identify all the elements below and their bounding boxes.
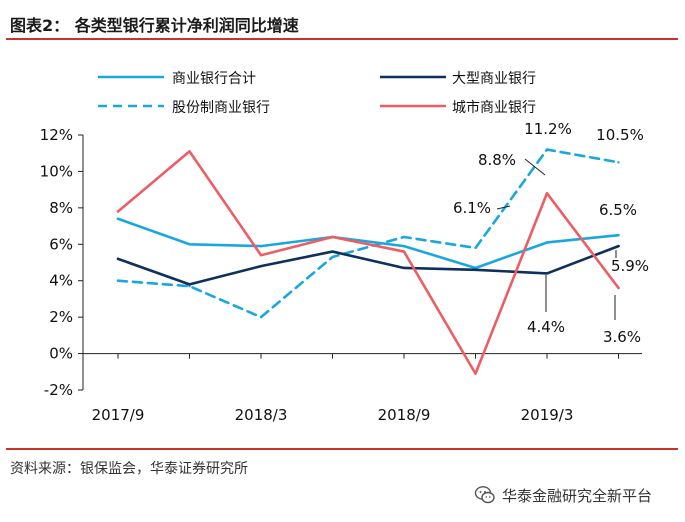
legend-label: 商业银行合计: [172, 71, 256, 87]
data-point: [545, 241, 549, 244]
data-point: [116, 257, 120, 261]
data-point: [116, 210, 120, 213]
data-point: [259, 244, 263, 248]
annotation-leader: [524, 158, 546, 176]
data-label: 8.8%: [478, 151, 516, 169]
watermark: 华泰金融研究全新平台: [474, 482, 652, 508]
legend-label: 城市商业银行: [452, 99, 536, 116]
data-point: [545, 272, 549, 275]
series-line-2: [116, 148, 620, 319]
data-point: [545, 148, 549, 151]
line-chart: -2% 0% 2% 4% 6% 8% 10% 12% 2017/9 2018/3 2018/9 201…: [40, 71, 649, 424]
series-line-0: [116, 217, 620, 270]
source-note: 资料来源：银保监会，华泰证券研究所: [10, 461, 248, 477]
data-point: [188, 284, 191, 288]
x-tick-label: 2017/9: [92, 406, 145, 424]
data-point: [116, 217, 120, 220]
y-tick-label: 4%: [49, 272, 73, 290]
y-tick-label: 0%: [49, 345, 73, 363]
watermark-text: 华泰金融研究全新平台: [502, 486, 653, 505]
data-point: [188, 150, 191, 153]
data-point: [331, 250, 334, 253]
x-tick-label: 2019/3: [521, 406, 574, 424]
y-tick-label: 12%: [40, 126, 73, 144]
legend-label: 大型商业银行: [452, 71, 536, 87]
data-point: [617, 244, 620, 248]
data-point: [474, 372, 477, 375]
data-point: [116, 279, 120, 282]
data-point: [402, 266, 406, 270]
x-tick-label: 2018/3: [235, 406, 288, 424]
wechat-icon: [474, 486, 495, 504]
data-point: [474, 268, 477, 271]
data-point: [617, 286, 620, 290]
data-point: [402, 250, 406, 253]
data-label: 11.2%: [524, 120, 572, 138]
annotation-leader: [496, 205, 511, 210]
data-label: 5.9%: [611, 257, 649, 275]
data-point: [188, 283, 191, 286]
data-label: 4.4%: [527, 318, 565, 336]
y-tick-label: 8%: [49, 199, 73, 217]
data-point: [402, 235, 406, 239]
data-point: [259, 315, 263, 319]
legend-label: 股份制商业银行: [172, 100, 270, 116]
y-tick-label: -2%: [44, 381, 73, 399]
data-point: [545, 192, 549, 195]
footer-divider: [6, 448, 678, 450]
series-line-3: [116, 150, 620, 375]
data-label: 6.5%: [599, 201, 637, 219]
data-point: [474, 246, 477, 250]
data-label: 6.1%: [453, 199, 491, 217]
data-label: 10.5%: [596, 126, 644, 144]
data-label: 3.6%: [603, 328, 641, 346]
data-point: [188, 243, 191, 246]
x-tick-label: 2018/9: [378, 406, 431, 424]
y-tick-label: 10%: [40, 162, 73, 180]
data-point: [331, 255, 334, 259]
data-point: [331, 235, 334, 239]
title-bar: 图表2： 各类型银行累计净利润同比增速: [6, 8, 678, 36]
data-point: [402, 244, 406, 248]
y-tick-label: 6%: [49, 235, 73, 253]
data-point: [259, 264, 263, 268]
data-point: [617, 233, 620, 237]
title-divider: [6, 38, 678, 40]
data-point: [617, 161, 620, 164]
y-tick-label: 2%: [49, 308, 73, 326]
data-point: [259, 254, 263, 257]
series-line-1: [116, 244, 620, 286]
page-title: 图表2： 各类型银行累计净利润同比增速: [10, 16, 299, 35]
